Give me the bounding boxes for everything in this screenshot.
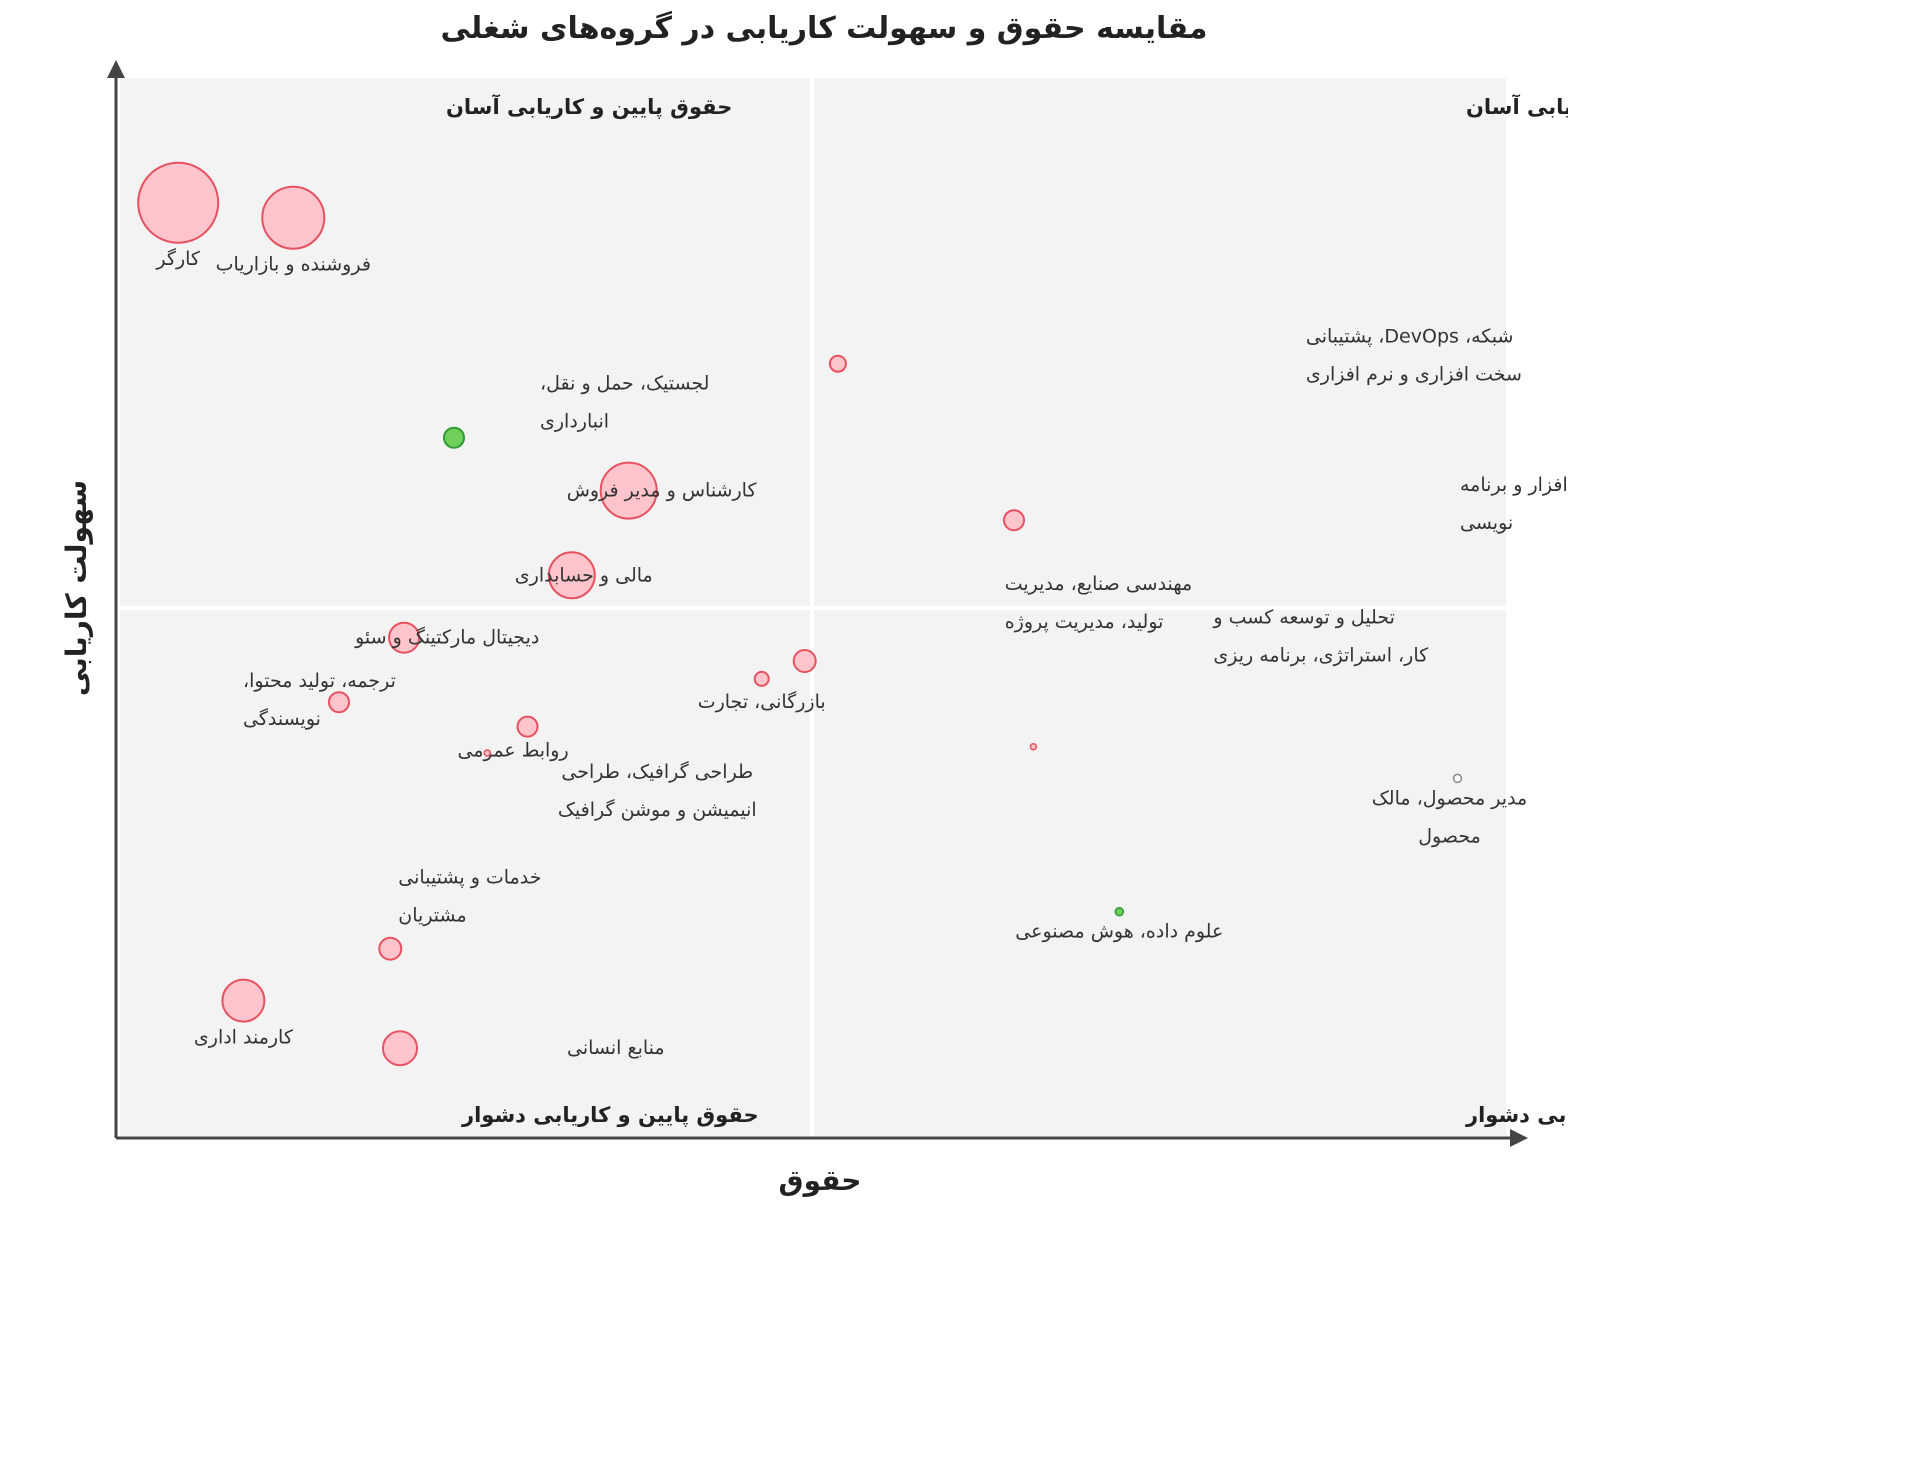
data-point-label-10-line-0: ترجمه، تولید محتوا، bbox=[243, 670, 396, 692]
data-point-13 bbox=[483, 749, 492, 757]
data-point-label-17-line-0: کارمند اداری bbox=[194, 1027, 294, 1049]
data-point-label-0-line-0: کارگر bbox=[155, 247, 200, 270]
data-point-label-9-line-0: بازرگانی، تجارت bbox=[698, 690, 826, 713]
quadrant-label-top-right: حقوق بالا و کاریابی آسان bbox=[1466, 94, 1568, 119]
data-point-label-5-line-1: نویسی bbox=[1460, 512, 1513, 534]
data-point-11 bbox=[516, 715, 539, 738]
data-point-label-13-line-0: طراحی گرافیک، طراحی bbox=[561, 760, 753, 783]
data-point-label-8-line-0: مهندسی صنایع، مدیریت bbox=[1005, 573, 1193, 595]
data-point-label-15-line-0: علوم داده، هوش مصنوعی bbox=[1015, 921, 1223, 943]
quadrant-label-bottom-left: حقوق پایین و کاریابی دشوار bbox=[461, 1103, 759, 1127]
points-layer: کارگر فروشنده و بازاریاب لجستیک، حمل و نقل… bbox=[137, 161, 1568, 1067]
chart-title: مقایسه حقوق و سهولت کاریابی در گروه‌های … bbox=[440, 10, 1207, 46]
quadrant-bg-bottom-right bbox=[814, 610, 1506, 1136]
chart: مقایسه حقوق و سهولت کاریابی در گروه‌های … bbox=[60, 10, 1568, 1197]
data-point-17 bbox=[221, 978, 266, 1023]
x-axis-label: حقوق bbox=[779, 1164, 862, 1197]
x-axis-arrow bbox=[1510, 1129, 1528, 1147]
data-point-label-12-line-1: کار، استراتژی، برنامه ریزی bbox=[1213, 645, 1429, 667]
data-point-2 bbox=[443, 426, 465, 449]
data-point-12 bbox=[1029, 742, 1038, 751]
quadrant-bg-top-left bbox=[120, 78, 810, 606]
data-point-label-3-line-0: شبکه، DevOps، پشتیبانی bbox=[1306, 326, 1514, 348]
data-point-label-7-line-0: دیجیتال مارکتینگ و سئو bbox=[354, 627, 539, 649]
data-point-label-4-line-0: کارشناس و مدیر فروش bbox=[567, 480, 758, 502]
data-point-8 bbox=[792, 649, 817, 673]
data-point-label-16-line-1: مشتریان bbox=[398, 905, 466, 927]
data-point-label-12-line-0: تحلیل و توسعه کسب و bbox=[1212, 607, 1395, 629]
data-point-5 bbox=[1003, 509, 1025, 532]
quadrant-label-bottom-right: حقوق بالا و کاریابی دشوار bbox=[1465, 1103, 1568, 1127]
y-axis-arrow bbox=[107, 60, 125, 78]
data-point-9 bbox=[753, 670, 770, 687]
data-point-label-14-line-0: مدیر محصول، مالک bbox=[1372, 787, 1527, 809]
data-point-0 bbox=[137, 161, 220, 244]
data-point-label-1-line-0: فروشنده و بازاریاب bbox=[216, 254, 371, 276]
data-point-label-11-line-0: روابط عمومی bbox=[458, 740, 569, 762]
data-point-6 bbox=[547, 551, 596, 600]
y-axis-label: سهولت کاریابی bbox=[60, 480, 93, 696]
data-point-label-16-line-0: خدمات و پشتیبانی bbox=[398, 867, 541, 889]
quadrant-bg-bottom-left bbox=[120, 610, 810, 1136]
data-point-label-2-line-0: لجستیک، حمل و نقل، bbox=[540, 373, 709, 395]
data-point-16 bbox=[378, 936, 403, 961]
data-point-label-3-line-1: سخت افزاری و نرم افزاری bbox=[1306, 364, 1522, 386]
data-point-3 bbox=[828, 354, 847, 373]
data-point-label-6-line-0: مالی و حسابداری bbox=[515, 564, 653, 586]
data-point-15 bbox=[1114, 906, 1125, 917]
data-point-4 bbox=[599, 461, 658, 520]
data-point-label-8-line-1: تولید، مدیریت پروژه bbox=[1005, 611, 1164, 633]
data-point-14 bbox=[1452, 773, 1463, 784]
data-point-1 bbox=[261, 185, 326, 250]
data-point-label-18-line-0: منابع انسانی bbox=[567, 1037, 665, 1059]
data-point-label-13-line-1: انیمیشن و موشن گرافیک bbox=[558, 798, 757, 821]
data-point-7 bbox=[388, 621, 421, 654]
quadrant-bg-top-right bbox=[814, 78, 1506, 606]
data-point-10 bbox=[328, 691, 350, 714]
data-point-label-10-line-1: نویسندگی bbox=[243, 707, 321, 730]
quadrant-label-top-left: حقوق پایین و کاریابی آسان bbox=[446, 94, 732, 119]
data-point-label-14-line-1: محصول bbox=[1418, 825, 1481, 847]
data-point-18 bbox=[382, 1030, 418, 1067]
data-point-label-2-line-1: انبارداری bbox=[540, 411, 609, 433]
data-point-label-5-line-0: توسعه نرم افزار و برنامه bbox=[1460, 474, 1568, 496]
